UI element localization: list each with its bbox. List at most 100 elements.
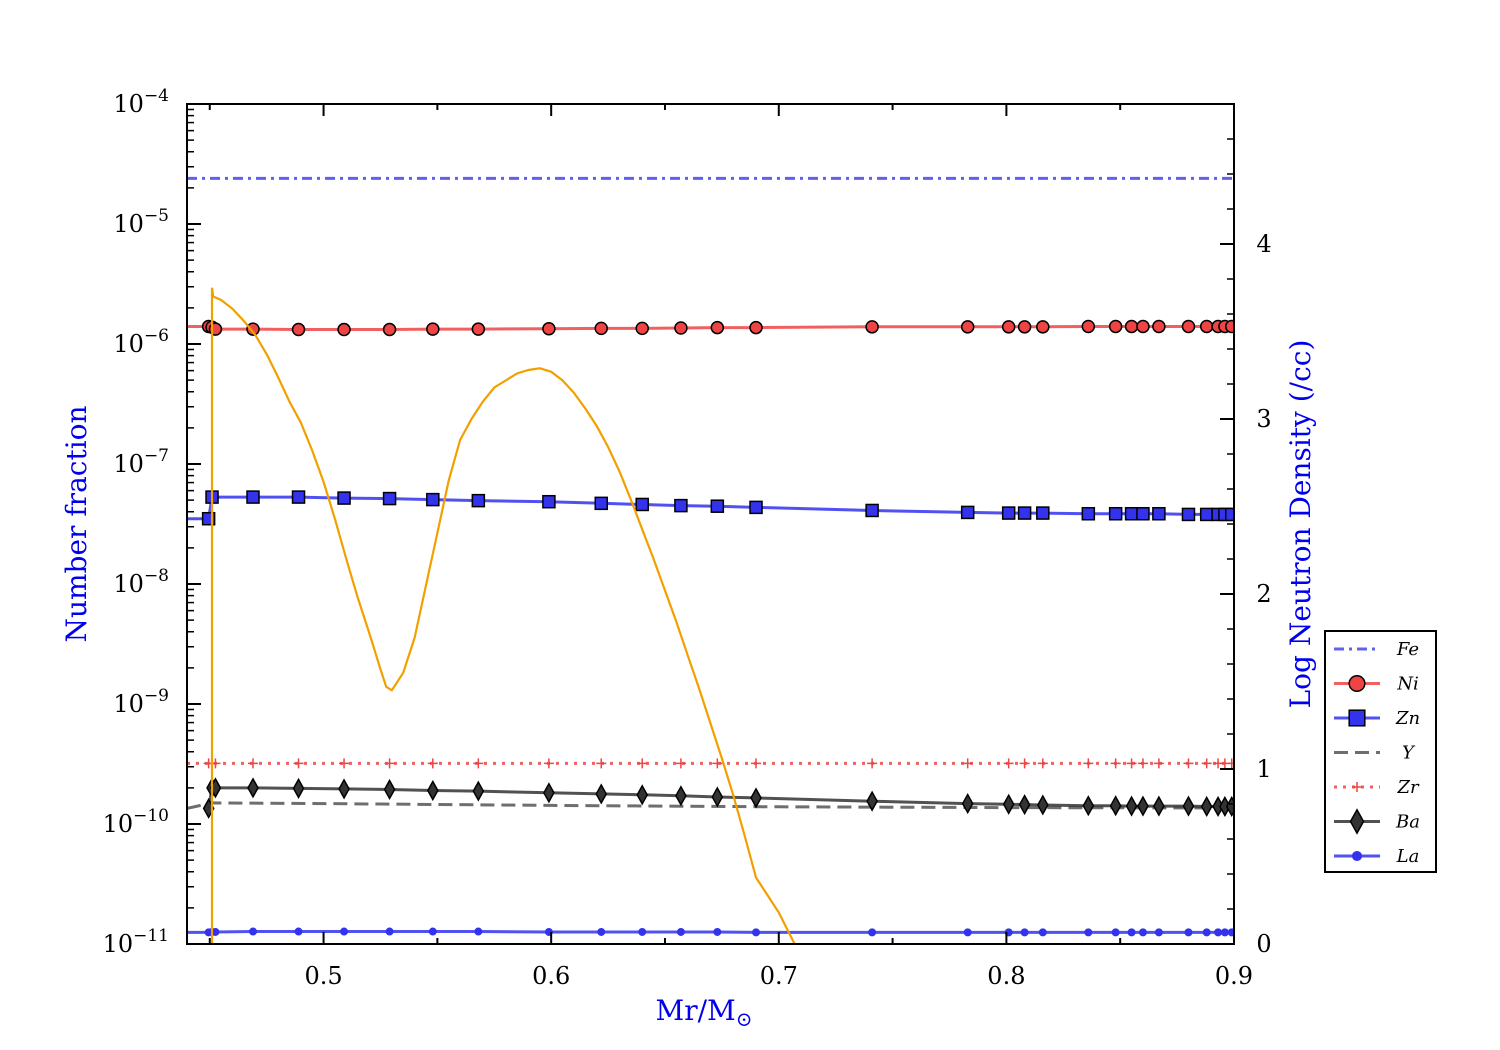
y-tick-base: 10 (103, 930, 134, 958)
point-la (1154, 928, 1163, 937)
point-ni (246, 322, 260, 336)
point-ba (961, 793, 974, 815)
point-zn (1081, 506, 1096, 521)
point-zn (1108, 506, 1123, 521)
y-tick-label: 10−9 (113, 686, 169, 718)
point-ba (1082, 795, 1095, 817)
point-la (428, 927, 437, 936)
point-la (963, 928, 972, 937)
point-zn (674, 498, 688, 513)
y-axis-title: Number fraction (60, 405, 93, 642)
point-ba (1182, 795, 1195, 817)
point-zr (384, 758, 395, 769)
point-la (294, 927, 303, 936)
legend-marker-zr (1352, 782, 1362, 792)
point-la (1214, 928, 1223, 937)
legend: Fe Ni Zn Y Zr Ba La (1324, 630, 1437, 873)
point-ni (1081, 319, 1096, 334)
point-ni (291, 322, 306, 337)
y-tick-exponent: −7 (144, 446, 169, 466)
point-ba (711, 786, 724, 808)
point-ba (472, 780, 485, 802)
y-tick-base: 10 (113, 570, 144, 598)
point-la (713, 927, 722, 936)
point-la (1038, 928, 1047, 937)
point-ni (635, 321, 649, 336)
point-ba (1153, 795, 1165, 817)
point-zr (1153, 758, 1164, 769)
point-zn (1036, 506, 1050, 520)
y2-tick-label: 2 (1256, 580, 1271, 608)
point-la (474, 927, 483, 936)
y-tick-exponent: −10 (133, 806, 169, 826)
point-la (1111, 928, 1120, 937)
point-zn (1152, 506, 1166, 521)
x-tick-label: 0.5 (304, 962, 342, 990)
legend-marker-ni (1348, 674, 1366, 693)
point-ba (1109, 795, 1122, 817)
point-la (1220, 928, 1229, 937)
point-zn (426, 492, 440, 507)
point-zr (1137, 758, 1148, 769)
point-zr (867, 758, 878, 769)
series-ni (187, 319, 1234, 337)
point-la (1138, 928, 1147, 937)
y-tick-label: 10−7 (113, 446, 169, 478)
point-ba (543, 782, 555, 804)
legend-item-ba: Ba (1334, 808, 1420, 835)
legend-marker-ba (1349, 808, 1365, 835)
x-tick-label: 0.7 (760, 962, 798, 990)
legend-item-y: Y (1334, 743, 1416, 764)
y2-axis-title: Log Neutron Density (/cc) (1284, 340, 1317, 709)
point-ni (710, 320, 725, 335)
y-tick-exponent: −5 (144, 206, 169, 226)
point-zr (962, 758, 973, 769)
point-zn (542, 494, 556, 509)
y-tick-exponent: −8 (144, 566, 169, 586)
point-ba (1137, 795, 1149, 817)
point-ba (636, 784, 649, 806)
point-ba (247, 777, 259, 799)
point-zn (865, 503, 879, 518)
point-la (868, 928, 877, 937)
y-tick-label: 10−10 (103, 806, 169, 838)
legend-item-fe: Fe (1334, 639, 1419, 660)
x-tick-label: 0.6 (532, 962, 570, 990)
y-tick-base: 10 (113, 210, 144, 238)
plot-frame (186, 103, 1235, 945)
point-ni (1199, 319, 1214, 334)
point-la (1127, 928, 1136, 937)
point-ni (749, 320, 763, 335)
legend-label-la: La (1396, 846, 1420, 867)
point-zn (246, 490, 260, 504)
point-zr (473, 758, 484, 769)
point-ni (426, 322, 440, 336)
x-axis-title: Mr/M⊙ (656, 994, 753, 1031)
point-zr (1037, 758, 1048, 769)
point-ni (1001, 320, 1016, 334)
point-ba (1018, 794, 1031, 816)
point-zr (1226, 758, 1234, 769)
series-neutron-density (210, 287, 796, 944)
point-ni (865, 320, 879, 334)
neutron-density-line (210, 287, 796, 944)
legend-label-fe: Fe (1396, 639, 1419, 660)
point-ba (338, 778, 350, 800)
point-ni (471, 322, 486, 336)
legend-item-la: La (1334, 846, 1419, 867)
point-ba (383, 778, 396, 801)
y-tick-base: 10 (113, 690, 144, 718)
point-ba (866, 790, 878, 812)
point-zr (1183, 758, 1194, 769)
point-ni (1017, 320, 1032, 334)
point-ni (1224, 319, 1234, 334)
point-ba (675, 785, 687, 807)
y2-tick-label: 1 (1256, 755, 1271, 783)
legend-label-zr: Zr (1396, 777, 1420, 798)
series-zr (187, 758, 1234, 769)
x-tick-label: 0.8 (987, 962, 1025, 990)
point-zr (1126, 758, 1137, 769)
point-la (340, 927, 349, 936)
y-tick-base: 10 (113, 90, 144, 118)
point-la (638, 927, 647, 936)
